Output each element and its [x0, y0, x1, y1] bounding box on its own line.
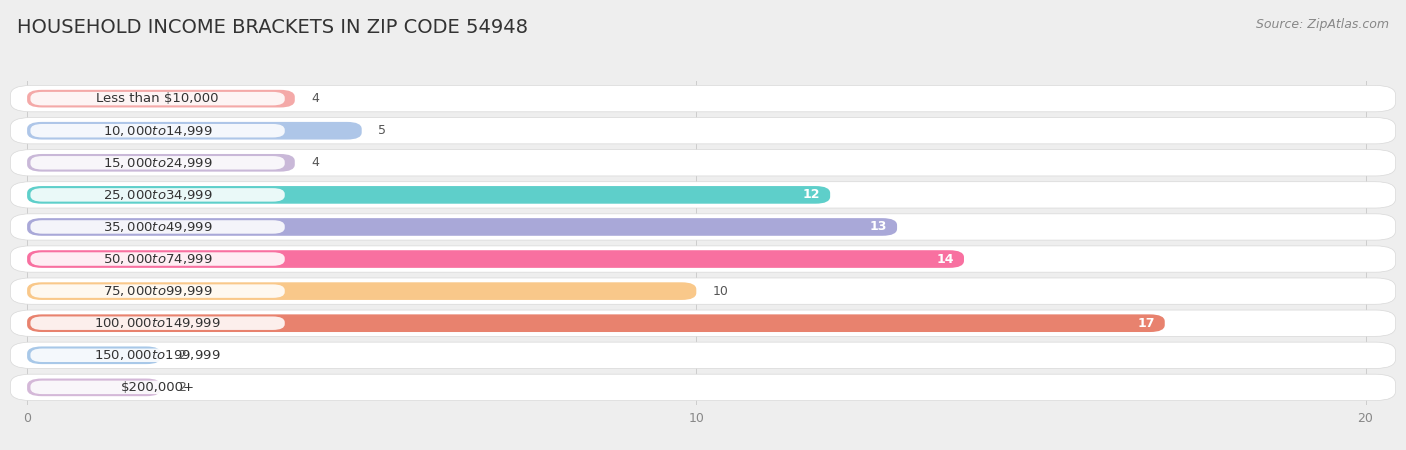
- FancyBboxPatch shape: [31, 188, 285, 202]
- FancyBboxPatch shape: [31, 220, 285, 234]
- FancyBboxPatch shape: [27, 218, 897, 236]
- FancyBboxPatch shape: [31, 349, 285, 362]
- FancyBboxPatch shape: [10, 246, 1396, 272]
- Text: $10,000 to $14,999: $10,000 to $14,999: [103, 124, 212, 138]
- FancyBboxPatch shape: [31, 316, 285, 330]
- Text: 2: 2: [177, 381, 186, 394]
- Text: $15,000 to $24,999: $15,000 to $24,999: [103, 156, 212, 170]
- FancyBboxPatch shape: [31, 156, 285, 170]
- FancyBboxPatch shape: [10, 182, 1396, 208]
- Text: $200,000+: $200,000+: [121, 381, 194, 394]
- FancyBboxPatch shape: [10, 374, 1396, 400]
- FancyBboxPatch shape: [27, 122, 361, 140]
- FancyBboxPatch shape: [31, 124, 285, 137]
- Text: 4: 4: [312, 92, 319, 105]
- FancyBboxPatch shape: [27, 378, 160, 396]
- Text: $75,000 to $99,999: $75,000 to $99,999: [103, 284, 212, 298]
- FancyBboxPatch shape: [27, 315, 1164, 332]
- FancyBboxPatch shape: [10, 278, 1396, 304]
- FancyBboxPatch shape: [31, 252, 285, 266]
- Text: $25,000 to $34,999: $25,000 to $34,999: [103, 188, 212, 202]
- FancyBboxPatch shape: [31, 381, 285, 394]
- Text: $150,000 to $199,999: $150,000 to $199,999: [94, 348, 221, 362]
- Text: 2: 2: [177, 349, 186, 362]
- Text: Source: ZipAtlas.com: Source: ZipAtlas.com: [1256, 18, 1389, 31]
- Text: 12: 12: [803, 189, 820, 202]
- Text: 14: 14: [936, 252, 953, 266]
- Text: Less than $10,000: Less than $10,000: [97, 92, 219, 105]
- FancyBboxPatch shape: [10, 342, 1396, 369]
- FancyBboxPatch shape: [10, 117, 1396, 144]
- FancyBboxPatch shape: [31, 284, 285, 298]
- FancyBboxPatch shape: [27, 346, 160, 364]
- FancyBboxPatch shape: [10, 150, 1396, 176]
- FancyBboxPatch shape: [27, 90, 295, 108]
- FancyBboxPatch shape: [10, 214, 1396, 240]
- FancyBboxPatch shape: [10, 86, 1396, 112]
- Text: 4: 4: [312, 156, 319, 169]
- FancyBboxPatch shape: [27, 186, 830, 204]
- FancyBboxPatch shape: [10, 310, 1396, 336]
- FancyBboxPatch shape: [27, 154, 295, 171]
- FancyBboxPatch shape: [27, 250, 965, 268]
- Text: 10: 10: [713, 284, 728, 297]
- FancyBboxPatch shape: [31, 92, 285, 105]
- Text: 17: 17: [1137, 317, 1154, 330]
- FancyBboxPatch shape: [27, 282, 696, 300]
- Text: $50,000 to $74,999: $50,000 to $74,999: [103, 252, 212, 266]
- Text: 5: 5: [378, 124, 387, 137]
- Text: $100,000 to $149,999: $100,000 to $149,999: [94, 316, 221, 330]
- Text: $35,000 to $49,999: $35,000 to $49,999: [103, 220, 212, 234]
- Text: 13: 13: [870, 220, 887, 234]
- Text: HOUSEHOLD INCOME BRACKETS IN ZIP CODE 54948: HOUSEHOLD INCOME BRACKETS IN ZIP CODE 54…: [17, 18, 527, 37]
